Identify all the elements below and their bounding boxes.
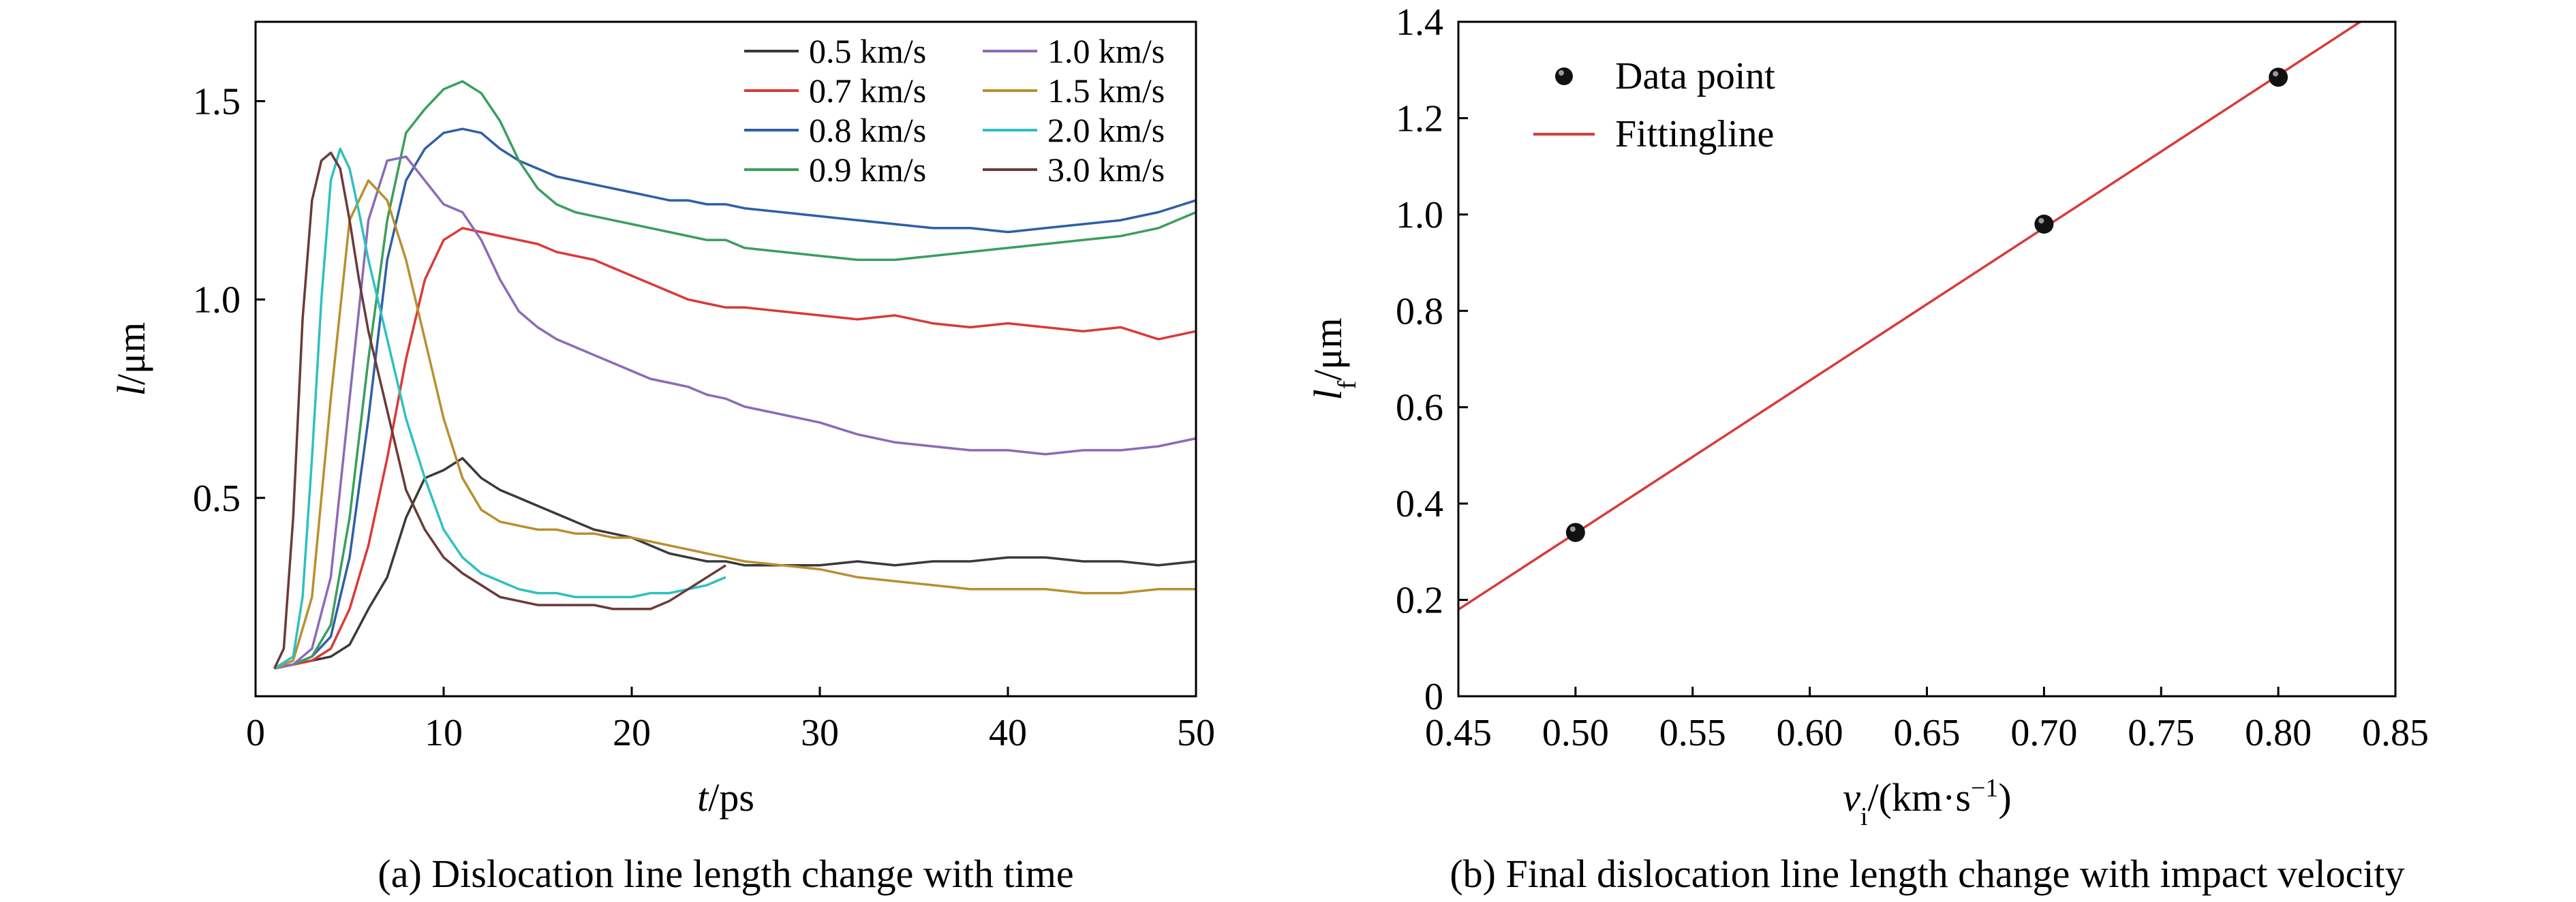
chart-b-ticks: 0.45 0.50 0.55 0.60 0.65 0.70 0.75 0.80 0.85 0 0.2…	[1396, 1, 2429, 754]
chart-b-fit-line	[1458, 20, 2361, 611]
chart-b-ytick-label-0: 0	[1424, 676, 1443, 718]
chart-a-series-line-6	[273, 147, 726, 670]
chart-b-xlabel: vi/(km·s−1)	[1843, 774, 2012, 831]
chart-b-legend-marker-highlight-0	[1559, 70, 1564, 76]
chart-b-xtick-label-7: 0.80	[2245, 712, 2312, 754]
chart-b-data-point-highlight-1	[2038, 218, 2044, 223]
chart-a: 0 10 20 30 40 50 0.5 1.0 1.5 0.5 km/s0.7 km/s0.8…	[109, 20, 1215, 896]
chart-a-series-line-0	[274, 456, 1197, 670]
chart-b-legend-label-1: Fittingline	[1615, 113, 1774, 155]
chart-a-ylabel: l/μm	[109, 322, 153, 396]
chart-b-ylabel-unit: /μm	[1306, 317, 1350, 380]
chart-a-ticks: 0 10 20 30 40 50 0.5 1.0 1.5	[193, 80, 1215, 754]
chart-a-series-line-5	[273, 179, 1196, 670]
chart-a-series-line-2	[274, 127, 1197, 670]
chart-b-series-group	[1458, 20, 2361, 611]
chart-a-caption: (a) Dislocation line length change with …	[378, 852, 1073, 896]
chart-b-xlabel-unit-pre: /(km·s	[1868, 775, 1971, 820]
chart-a-legend-label-7: 3.0 km/s	[1047, 151, 1165, 189]
chart-a-legend-label-4: 1.0 km/s	[1047, 32, 1165, 70]
chart-a-xtick-label-5: 50	[1177, 712, 1215, 754]
chart-a-xtick-label-2: 20	[613, 712, 651, 754]
chart-a-ytick-label-0: 0.5	[193, 478, 241, 520]
chart-a-plot-frame	[254, 20, 1197, 698]
chart-a-legend-label-1: 0.7 km/s	[809, 72, 926, 110]
chart-a-series-line-7	[273, 151, 726, 669]
chart-b-data-point-highlight-2	[2273, 71, 2279, 77]
chart-b-data-point-2	[2269, 67, 2288, 87]
chart-a-legend-label-6: 2.0 km/s	[1047, 111, 1165, 149]
chart-b-caption: (b) Final dislocation line length change…	[1450, 852, 2404, 896]
chart-b-xlabel-unit-post: )	[1998, 775, 2011, 820]
chart-a-xtick-label-3: 30	[801, 712, 839, 754]
chart-a-xlabel-var: t	[697, 775, 709, 820]
chart-b-data-point-1	[2034, 215, 2054, 234]
chart-b-legend-label-0: Data point	[1615, 55, 1775, 97]
chart-b-ytick-label-6: 1.2	[1396, 97, 1443, 140]
chart-a-ytick-label-1: 1.0	[193, 279, 241, 322]
chart-a-xtick-label-4: 40	[989, 712, 1027, 754]
chart-a-ytick-label-2: 1.5	[193, 80, 241, 123]
chart-a-legend-label-3: 0.9 km/s	[809, 151, 926, 189]
chart-b-ylabel-sub: f	[1333, 380, 1362, 389]
chart-b-xtick-label-0: 0.45	[1425, 712, 1492, 754]
chart-b-xtick-label-1: 0.50	[1542, 712, 1609, 754]
chart-a-series-line-4	[274, 155, 1197, 670]
chart-b-xlabel-var: v	[1843, 775, 1860, 820]
chart-a-xtick-label-0: 0	[246, 712, 265, 754]
chart-b-ytick-label-1: 0.2	[1396, 580, 1443, 622]
chart-a-legend-label-5: 1.5 km/s	[1047, 72, 1165, 110]
chart-b-legend: Data point Fittingline	[1533, 55, 1775, 155]
chart-b-xtick-label-5: 0.70	[2010, 712, 2077, 754]
chart-b-xtick-label-8: 0.85	[2362, 712, 2429, 754]
chart-b-plot-frame	[1457, 20, 2397, 698]
chart-b-data-point-highlight-0	[1569, 526, 1576, 532]
chart-a-legend-label-0: 0.5 km/s	[809, 32, 926, 70]
chart-a-xlabel: t/ps	[697, 775, 754, 820]
chart-b-xtick-label-6: 0.75	[2128, 712, 2194, 754]
chart-a-legend: 0.5 km/s0.7 km/s0.8 km/s0.9 km/s 1.0 km/s…	[744, 32, 1165, 189]
chart-a-ylabel-unit: /μm	[109, 322, 153, 385]
chart-b-ytick-label-5: 1.0	[1396, 194, 1443, 236]
chart-b-xtick-label-2: 0.55	[1659, 712, 1726, 754]
chart-a-xlabel-unit: /ps	[708, 775, 754, 820]
chart-b-xtick-label-3: 0.60	[1777, 712, 1843, 754]
chart-b-ytick-label-3: 0.6	[1396, 387, 1443, 429]
chart-b-legend-marker-0	[1555, 67, 1573, 85]
chart-a-series-line-1	[274, 227, 1197, 670]
chart-b-ylabel: lf/μm	[1306, 317, 1362, 400]
chart-b-data-point-0	[1565, 523, 1585, 542]
chart-a-series-group	[273, 80, 1197, 670]
chart-a-legend-label-2: 0.8 km/s	[809, 111, 926, 149]
chart-b-xlabel-unit-sup: −1	[1971, 774, 1998, 803]
chart-a-ylabel-var: l	[109, 385, 153, 396]
chart-a-series-line-3	[274, 80, 1197, 670]
chart-a-xtick-label-1: 10	[425, 712, 463, 754]
chart-b-ytick-label-7: 1.4	[1396, 1, 1443, 44]
chart-b-ylabel-var: l	[1306, 389, 1350, 400]
chart-b: 0.45 0.50 0.55 0.60 0.65 0.70 0.75 0.80 0.85 0 0.2…	[1306, 1, 2429, 896]
chart-b-xlabel-sub: i	[1860, 803, 1868, 831]
chart-b-ytick-label-4: 0.8	[1396, 290, 1443, 332]
chart-b-ytick-label-2: 0.4	[1396, 483, 1443, 525]
chart-b-xtick-label-4: 0.65	[1894, 712, 1961, 754]
